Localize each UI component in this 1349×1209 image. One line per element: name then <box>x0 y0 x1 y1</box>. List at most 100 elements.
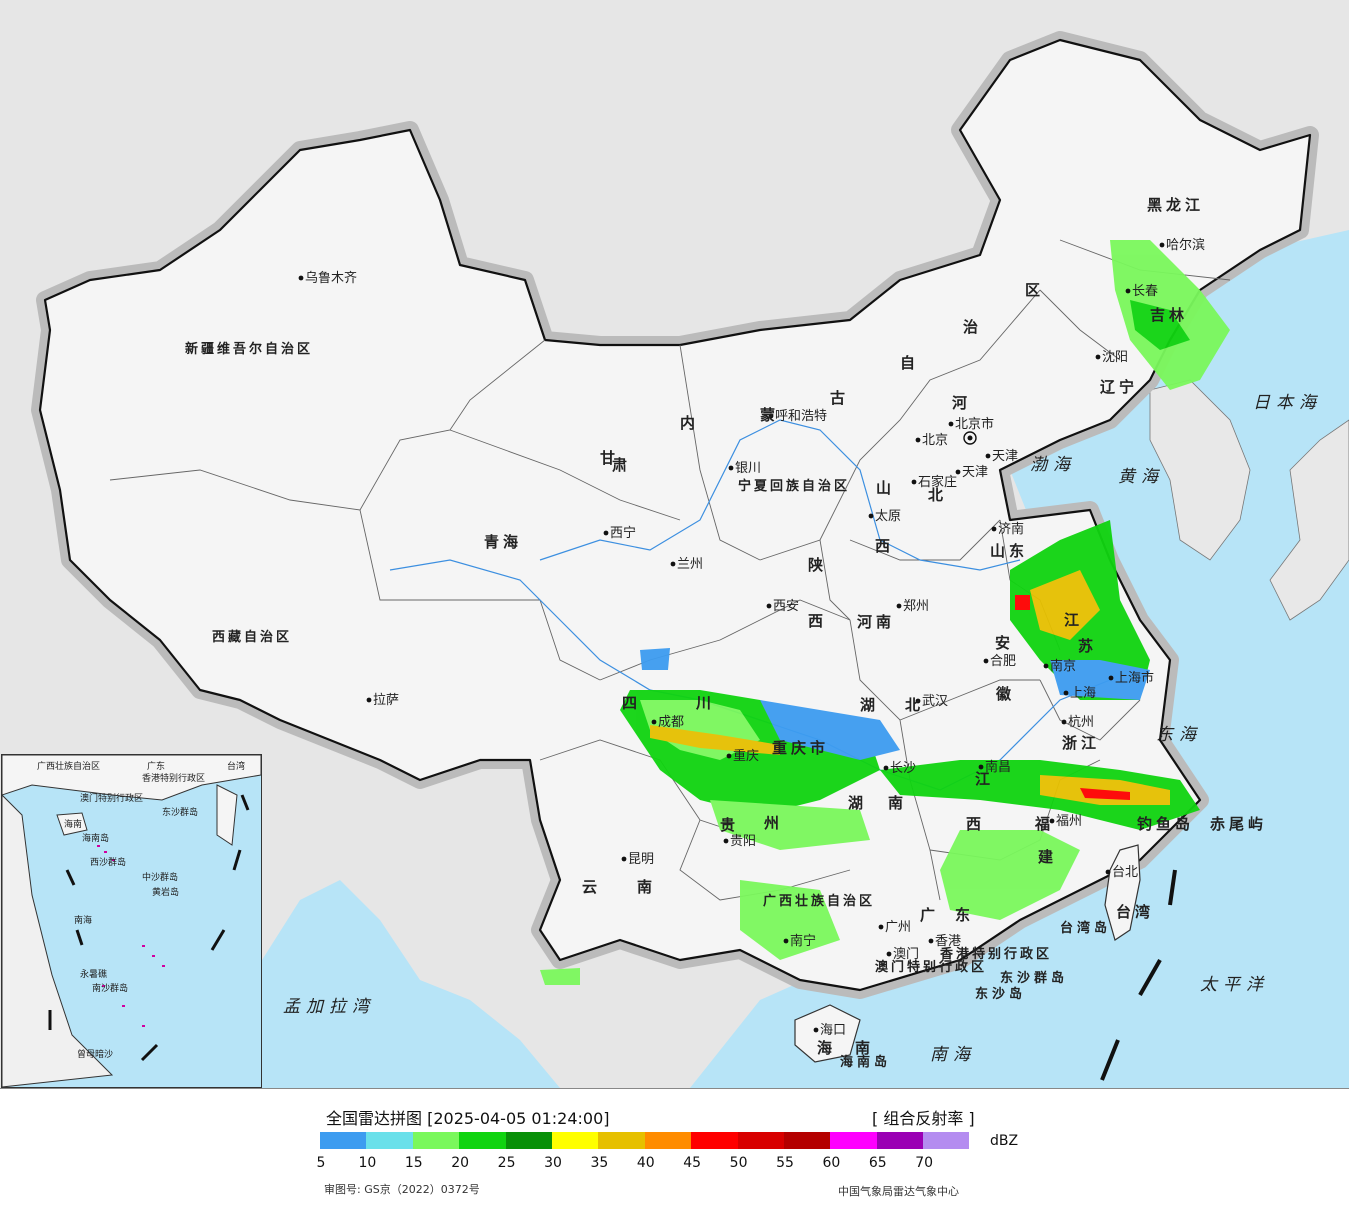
legend-unit: dBZ <box>990 1133 1019 1149</box>
sea-label: 东海 <box>1156 725 1202 745</box>
city-dot <box>915 437 921 443</box>
province-label: 钓鱼岛 <box>1137 815 1194 833</box>
sea-label: 渤海 <box>1030 455 1076 475</box>
province-label: 新疆维吾尔自治区 <box>185 341 313 357</box>
city-label: 长沙 <box>890 761 916 776</box>
province-label: 贵 <box>720 816 739 834</box>
legend-tick: 40 <box>636 1155 655 1171</box>
province-label: 海南岛 <box>840 1054 891 1070</box>
province-label: 河南 <box>857 613 895 631</box>
city-dot <box>298 275 304 281</box>
province-label: 河 <box>952 394 971 412</box>
city-label: 福州 <box>1056 814 1082 829</box>
province-label: 西 <box>966 815 985 833</box>
color-swatch <box>923 1132 970 1149</box>
city-label: 成都 <box>658 715 684 730</box>
province-label: 区 <box>1025 281 1044 299</box>
inset-label: 广西壮族自治区 <box>37 760 100 772</box>
inset-label: 南海 <box>74 914 92 926</box>
province-label: 州 <box>763 814 783 832</box>
province-label: 肃 <box>612 456 631 474</box>
city-dot <box>766 603 772 609</box>
credit: 中国气象局雷达气象中心 <box>838 1185 959 1198</box>
city-label: 澳门 <box>893 946 919 962</box>
city-label: 重庆 <box>733 748 759 764</box>
province-label: 台湾 <box>1116 903 1154 921</box>
province-label: 北 <box>905 696 924 714</box>
city-dot <box>1125 288 1131 294</box>
city-dot <box>768 413 774 419</box>
legend-tick: 25 <box>497 1155 516 1171</box>
province-label: 江 <box>975 770 994 788</box>
province-label: 内 <box>680 414 699 432</box>
city-dots <box>298 242 1165 1033</box>
inset-label: 海南岛 <box>82 832 109 844</box>
city-dot <box>1105 869 1111 875</box>
city-label: 武汉 <box>922 694 948 709</box>
city-dot <box>985 453 991 459</box>
inset-label: 永暑礁 <box>80 968 107 980</box>
inset-label: 澳门特别行政区 <box>80 792 143 804</box>
province-label: 台湾岛 <box>1060 920 1111 936</box>
city-label: 合肥 <box>990 654 1016 669</box>
city-dot <box>813 1027 819 1033</box>
city-label: 西安 <box>773 599 799 614</box>
city-dot <box>978 764 984 770</box>
city-label: 上海市 <box>1115 670 1154 686</box>
china-land <box>38 38 1312 992</box>
city-dot <box>1159 242 1165 248</box>
color-swatch <box>876 1132 924 1149</box>
city-label: 南宁 <box>790 933 816 949</box>
city-dot <box>726 753 732 759</box>
province-label: 东沙群岛 <box>1000 970 1068 986</box>
city-label: 广州 <box>885 920 911 935</box>
province-label: 东 <box>955 906 974 924</box>
color-swatch <box>459 1132 506 1149</box>
province-label: 重庆市 <box>772 739 829 757</box>
province-label: 南 <box>637 878 656 896</box>
city-dot <box>603 530 609 536</box>
color-swatch <box>691 1132 738 1149</box>
legend-tick: 55 <box>776 1155 794 1171</box>
color-swatch <box>783 1132 831 1149</box>
city-dot <box>868 513 874 519</box>
province-label: 宁夏回族自治区 <box>738 478 850 494</box>
city-label: 呼和浩特 <box>775 409 827 424</box>
province-label: 西藏自治区 <box>212 629 292 645</box>
inset-label: 东沙群岛 <box>162 806 198 818</box>
legend-tick: 70 <box>915 1155 934 1171</box>
city-dot <box>728 465 734 471</box>
city-dot <box>883 765 889 771</box>
color-swatch <box>412 1132 460 1149</box>
map-graphics: 乌鲁木齐拉萨西宁兰州银川呼和浩特北京北京市天津天津石家庄太原济南郑州西安武汉合肥… <box>31 31 1349 1088</box>
city-dot <box>1063 690 1069 696</box>
province-label: 青海 <box>484 533 522 551</box>
province-label: 湖 <box>848 794 867 812</box>
province-label: 治 <box>963 318 982 336</box>
city-label: 上海 <box>1070 686 1096 701</box>
province-label: 澳门特别行政区 <box>875 959 987 975</box>
city-dot <box>928 938 934 944</box>
sea-label: 孟加拉湾 <box>283 997 375 1017</box>
radar-echoes <box>540 240 1230 985</box>
city-dot <box>651 719 657 725</box>
city-dot <box>1095 354 1101 360</box>
city-label: 长春 <box>1132 284 1158 299</box>
province-label: 香港特别行政区 <box>939 946 1052 962</box>
province-label: 广西壮族自治区 <box>763 893 875 909</box>
province-label: 山 <box>876 479 895 497</box>
city-label: 西宁 <box>610 525 636 541</box>
inset-label: 西沙群岛 <box>90 856 126 868</box>
province-label: 西 <box>875 537 894 555</box>
city-dot <box>670 561 676 567</box>
approval-number: 审图号: GS京（2022）0372号 <box>324 1183 480 1196</box>
province-label: 江 <box>1064 611 1083 629</box>
inset-label: 曾母暗沙 <box>77 1048 113 1060</box>
radar-map[interactable]: 乌鲁木齐 拉萨 西宁 兰州 银川 呼和浩特 北京 北京市 天津 天津 石家庄 太原 济南 郑州 西安 武汉 合肥… <box>0 0 1349 1088</box>
province-label: 建 <box>1038 848 1057 866</box>
city-label: 哈尔滨 <box>1166 237 1205 253</box>
ocean-bay-of-bengal <box>262 880 560 1088</box>
city-label: 沈阳 <box>1102 350 1128 365</box>
color-swatch <box>320 1132 367 1149</box>
